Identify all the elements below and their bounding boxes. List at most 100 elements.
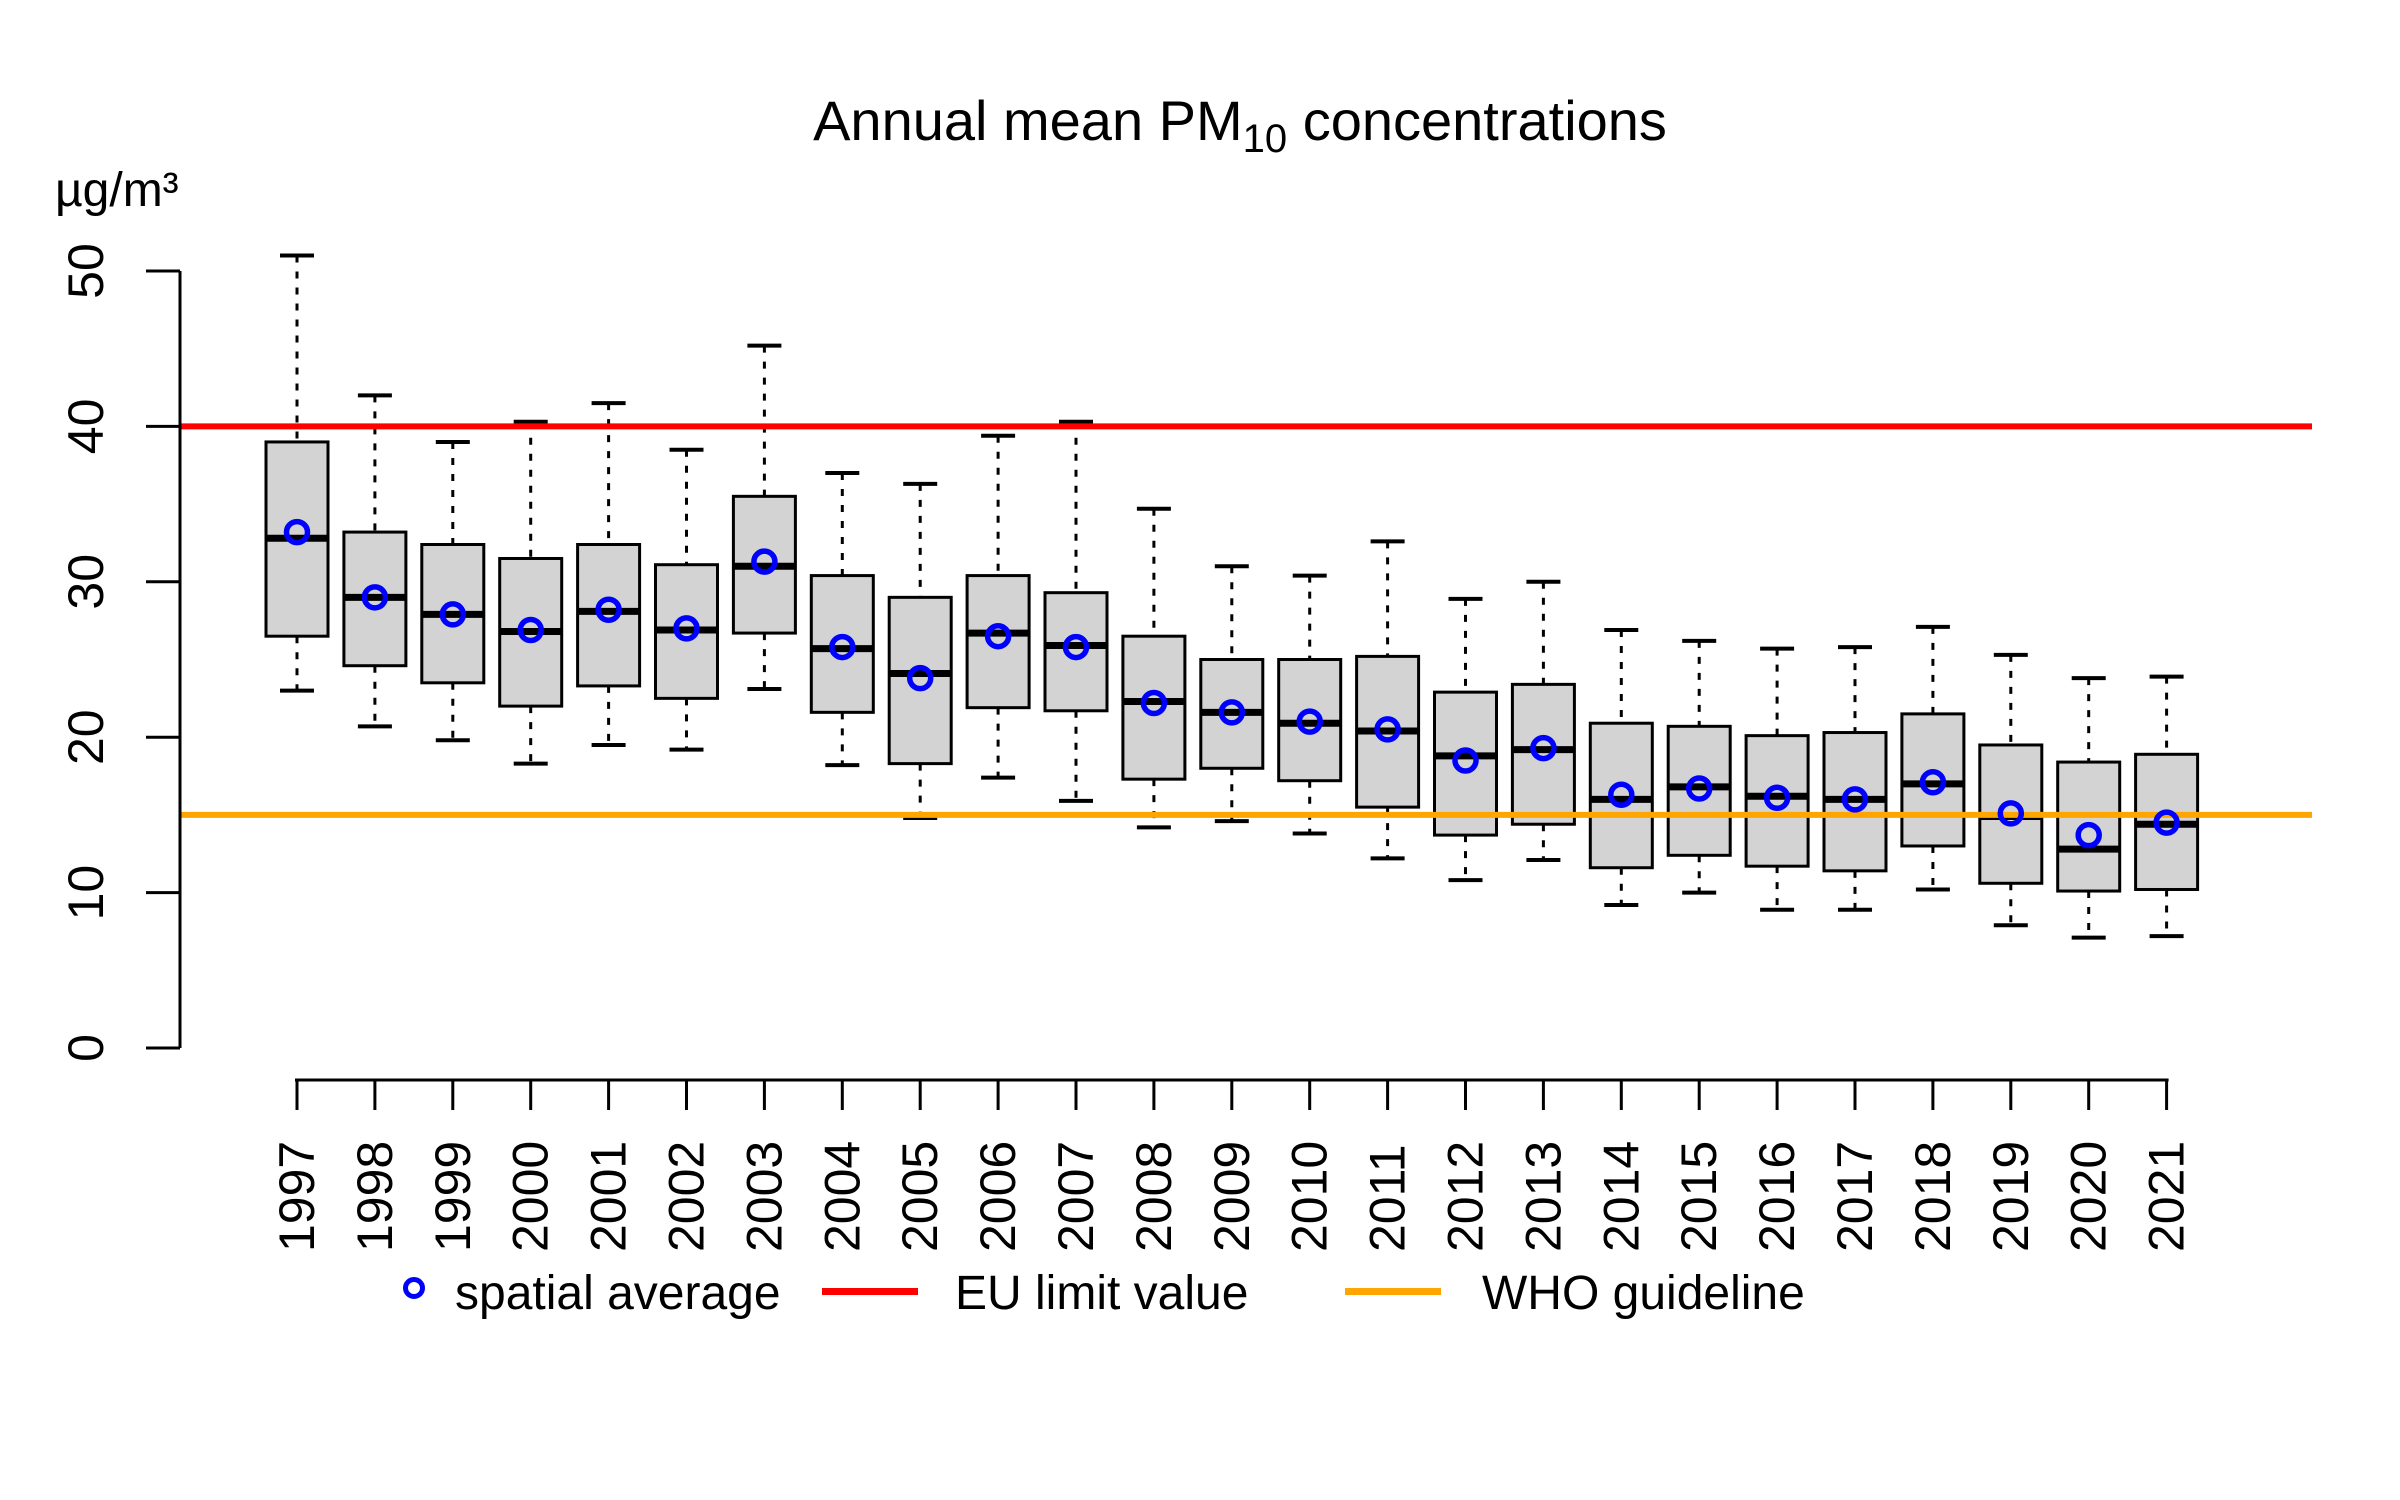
box-group-2011 [1355,539,1421,861]
mean-marker-2001 [595,596,622,624]
x-tick-label-2000: 2000 [503,1141,559,1252]
x-tick-label-2004: 2004 [814,1141,870,1252]
iqr-box [1433,690,1498,837]
box-group-2001 [576,401,642,747]
mean-marker-2015 [1685,775,1713,802]
iqr-box [576,543,642,688]
x-tick-label-2012: 2012 [1438,1141,1494,1252]
title-prefix: Annual mean PM [813,89,1243,152]
iqr-box [1900,712,1966,848]
mean-marker-2006 [984,622,1012,650]
mean-marker-2002 [673,615,700,642]
box-group-2013 [1510,579,1576,862]
x-tick-label-2010: 2010 [1282,1141,1338,1252]
mean-marker-2016 [1763,784,1791,812]
x-tick-label-1998: 1998 [347,1141,403,1252]
box-group-2005 [887,481,953,821]
mean-marker-2008 [1140,689,1168,717]
mean-marker-2004 [829,633,856,661]
mean-marker-2005 [906,664,934,692]
mean-marker-2017 [1841,786,1869,813]
x-tick-label-2002: 2002 [659,1141,715,1252]
box-group-2000 [498,419,564,766]
mean-marker-2009 [1218,699,1246,726]
box-group-2002 [654,447,719,752]
x-tick-label-2009: 2009 [1204,1141,1260,1252]
title-suffix: concentrations [1287,89,1667,152]
box-group-2015 [1666,638,1732,895]
mean-marker-2000 [517,616,544,644]
x-tick-label-1997: 1997 [269,1141,325,1252]
box-group-2020 [2056,676,2122,940]
y-tick-label: 0 [58,1034,114,1062]
box-group-2004 [809,471,875,768]
box-group-2008 [1121,506,1187,830]
iqr-box [1744,734,1810,868]
box-group-2007 [1043,419,1109,803]
box-group-2016 [1744,646,1810,912]
mean-marker-2011 [1374,716,1401,743]
box-group-2019 [1978,652,2044,928]
title-subscript: 10 [1242,117,1288,161]
x-tick-label-2020: 2020 [2061,1141,2117,1252]
legend-eu-limit-line-icon [822,1288,918,1295]
iqr-box [1043,591,1109,713]
box-group-2021 [2134,674,2200,939]
y-tick-label: 40 [58,399,114,455]
box-group-2014 [1588,627,1654,908]
x-tick-label-2011: 2011 [1360,1144,1416,1252]
y-axis-unit-label: µg/m³ [55,164,179,217]
legend-who-guideline-line-icon [1345,1288,1441,1295]
iqr-box [1588,721,1654,870]
iqr-box [965,574,1031,710]
legend-spatial-average-marker-icon [403,1277,425,1299]
y-tick-label: 10 [58,865,114,921]
x-tick-label-2016: 2016 [1749,1141,1805,1252]
box-group-2012 [1433,596,1498,883]
legend-who-guideline-label: WHO guideline [1482,1267,1805,1320]
x-tick-label-2006: 2006 [970,1141,1026,1252]
x-tick-label-2021: 2021 [2139,1141,2195,1252]
mean-marker-1997 [283,518,311,546]
iqr-box [1121,634,1187,781]
mean-marker-2012 [1452,747,1479,774]
mean-marker-2018 [1919,769,1947,796]
y-tick-label: 30 [58,554,114,610]
mean-marker-2021 [2153,809,2180,836]
mean-marker-2007 [1062,633,1090,661]
x-tick-label-1999: 1999 [425,1141,481,1252]
box-group-2003 [731,343,797,692]
x-tick-label-2013: 2013 [1515,1141,1571,1252]
legend-spatial-average-label: spatial average [455,1267,781,1320]
y-tick-label: 20 [58,709,114,765]
mean-marker-2013 [1530,734,1557,762]
iqr-box [887,595,953,766]
mean-marker-1998 [361,584,389,611]
box-group-1998 [342,393,408,729]
x-tick-label-2019: 2019 [1983,1141,2039,1252]
mean-marker-2020 [2075,821,2102,849]
x-tick-label-2005: 2005 [892,1141,948,1252]
box-group-2018 [1900,624,1966,892]
box-group-2009 [1199,564,1265,824]
mean-marker-2019 [1997,800,2025,827]
box-group-2017 [1822,645,1888,912]
iqr-box [1510,682,1576,826]
x-tick-label-2001: 2001 [581,1141,637,1252]
mean-marker-2003 [751,548,778,575]
x-tick-label-2008: 2008 [1126,1141,1182,1252]
box-group-2010 [1277,573,1343,836]
mean-marker-1999 [439,601,467,628]
x-tick-label-2003: 2003 [736,1141,792,1252]
y-tick-label: 50 [58,243,114,299]
x-tick-label-2007: 2007 [1048,1141,1104,1252]
x-tick-label-2014: 2014 [1593,1141,1649,1252]
page-title: Annual mean PM10 concentrations [813,88,1667,162]
mean-marker-2014 [1608,781,1635,808]
iqr-box [809,574,875,714]
iqr-box [1666,724,1732,857]
x-tick-label-2017: 2017 [1827,1141,1883,1252]
mean-marker-2010 [1296,708,1323,735]
